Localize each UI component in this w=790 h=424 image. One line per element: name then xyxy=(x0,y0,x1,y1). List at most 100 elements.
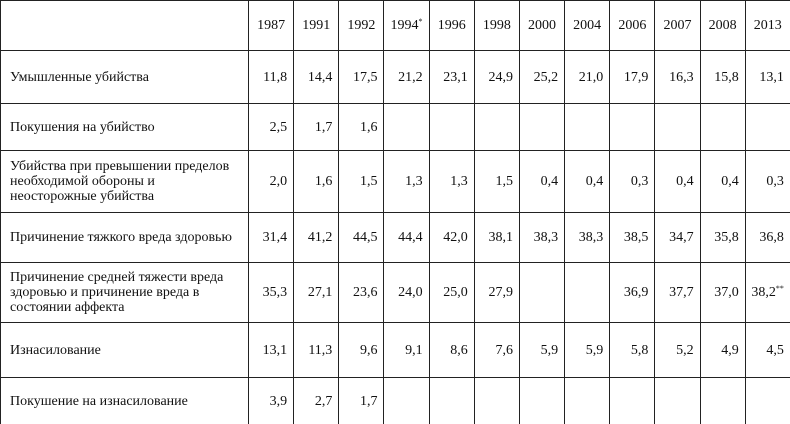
cell-text: 2013 xyxy=(753,18,782,33)
cell-text: 11,3 xyxy=(308,342,333,358)
value-cell: 9,6 xyxy=(338,322,385,378)
value-cell: 17,9 xyxy=(609,50,656,104)
value-cell: 2,0 xyxy=(247,150,295,213)
cell-text: 38,3 xyxy=(533,230,559,245)
value-cell xyxy=(744,103,790,151)
cell-text: 37,0 xyxy=(714,285,739,300)
cell-text: 1987 xyxy=(257,18,286,33)
cell-text: 0,4 xyxy=(585,174,604,189)
value-cell: 0,3 xyxy=(609,150,656,213)
header-cell: 1998 xyxy=(473,0,520,51)
cell-text: 1998 xyxy=(482,18,511,33)
value-cell xyxy=(518,103,566,151)
header-cell: 2008 xyxy=(699,0,746,51)
value-cell: 0,4 xyxy=(654,150,701,213)
row-label: Покушение на изнасилование xyxy=(0,377,249,424)
table-row: Причинение средней тяжести вреда здоровь… xyxy=(0,262,790,323)
value-cell xyxy=(473,103,520,151)
value-cell xyxy=(699,377,746,424)
value-cell: 38,1 xyxy=(473,212,520,263)
cell-text: 1996 xyxy=(437,18,466,33)
header-cell xyxy=(0,0,249,51)
value-cell: 38,3 xyxy=(564,212,611,263)
cell-text: 1,5 xyxy=(359,174,378,189)
cell-text: 23,1 xyxy=(443,69,468,85)
cell-text: 35,8 xyxy=(714,230,739,245)
cell-text: 9,6 xyxy=(359,342,378,358)
value-cell: 9,1 xyxy=(383,322,430,378)
cell-text: 23,6 xyxy=(352,285,378,300)
value-cell: 1,3 xyxy=(428,150,475,213)
value-cell: 1,7 xyxy=(338,377,385,424)
table-row: Причинение тяжкого вреда здоровью 31,4 41,… xyxy=(0,212,790,263)
value-cell xyxy=(564,377,611,424)
cell-text: 17,5 xyxy=(352,69,378,85)
value-cell: 21,2 xyxy=(383,50,430,104)
value-cell: 8,6 xyxy=(428,322,475,378)
value-cell: 35,8 xyxy=(699,212,746,263)
cell-text: 1994 xyxy=(390,18,419,33)
value-cell xyxy=(564,262,611,323)
cell-text: 5,8 xyxy=(630,342,649,358)
cell-text: 21,0 xyxy=(578,69,604,85)
cell-text: 34,7 xyxy=(669,230,694,245)
value-cell: 14,4 xyxy=(293,50,340,104)
value-cell: 38,3 xyxy=(518,212,566,263)
value-cell: 5,9 xyxy=(518,322,566,378)
cell-text: 44,5 xyxy=(352,230,378,245)
header-cell: 2006 xyxy=(609,0,656,51)
cell-text: Причинение средней тяжести вреда здоровь… xyxy=(10,270,224,315)
cell-text: 1,6 xyxy=(359,119,378,135)
cell-text: 2000 xyxy=(528,18,557,33)
cell-text: 41,2 xyxy=(307,230,333,245)
value-cell: 0,4 xyxy=(564,150,611,213)
value-cell: 27,1 xyxy=(293,262,340,323)
table-row: Покушения на убийство 2,5 1,7 1,6 xyxy=(0,103,790,151)
value-cell xyxy=(428,377,475,424)
table-row: Умышленные убийства 11,8 14,4 17,5 21,2 23,1 2… xyxy=(0,50,790,104)
cell-text: 1,6 xyxy=(314,174,333,189)
value-cell: 0,4 xyxy=(699,150,746,213)
cell-text: 17,9 xyxy=(623,69,649,85)
value-cell: 16,3 xyxy=(654,50,701,104)
header-cell: 2000 xyxy=(518,0,566,51)
value-cell: 38,5 xyxy=(609,212,656,263)
cell-text: 38,3 xyxy=(578,230,604,245)
value-cell: 38,2** xyxy=(744,262,790,323)
value-cell: 23,1 xyxy=(428,50,475,104)
value-cell: 31,4 xyxy=(247,212,295,263)
header-row: 1987 1991 1992 1994* 1996 1998 2000 2004 2006 200… xyxy=(0,0,790,51)
cell-text: 37,7 xyxy=(669,285,694,300)
value-cell: 5,8 xyxy=(609,322,656,378)
cell-text: Изнасилование xyxy=(10,342,101,358)
cell-text: 8,6 xyxy=(450,342,468,358)
value-cell xyxy=(518,377,566,424)
footnote-mark: * xyxy=(418,17,423,26)
header-cell: 1992 xyxy=(338,0,385,51)
value-cell: 37,0 xyxy=(699,262,746,323)
cell-text: 35,3 xyxy=(262,285,288,300)
cell-text: 1,5 xyxy=(495,174,513,189)
value-cell: 7,6 xyxy=(473,322,520,378)
value-cell: 15,8 xyxy=(699,50,746,104)
value-cell: 36,8 xyxy=(744,212,790,263)
row-label: Покушения на убийство xyxy=(0,103,249,151)
value-cell: 41,2 xyxy=(293,212,340,263)
cell-text: 2004 xyxy=(573,18,602,33)
cell-text: Покушения на убийство xyxy=(10,119,155,135)
value-cell: 44,4 xyxy=(383,212,430,263)
cell-text: 7,6 xyxy=(495,342,513,358)
value-cell xyxy=(654,377,701,424)
row-label: Умышленные убийства xyxy=(0,50,249,104)
cell-text: 1,3 xyxy=(450,174,468,189)
value-cell: 4,9 xyxy=(699,322,746,378)
value-cell: 23,6 xyxy=(338,262,385,323)
cell-text: 31,4 xyxy=(262,230,288,245)
value-cell xyxy=(473,377,520,424)
value-cell: 1,7 xyxy=(293,103,340,151)
row-label: Изнасилование xyxy=(0,322,249,378)
cell-text: 27,9 xyxy=(488,285,513,300)
value-cell: 24,9 xyxy=(473,50,520,104)
value-cell: 1,6 xyxy=(338,103,385,151)
